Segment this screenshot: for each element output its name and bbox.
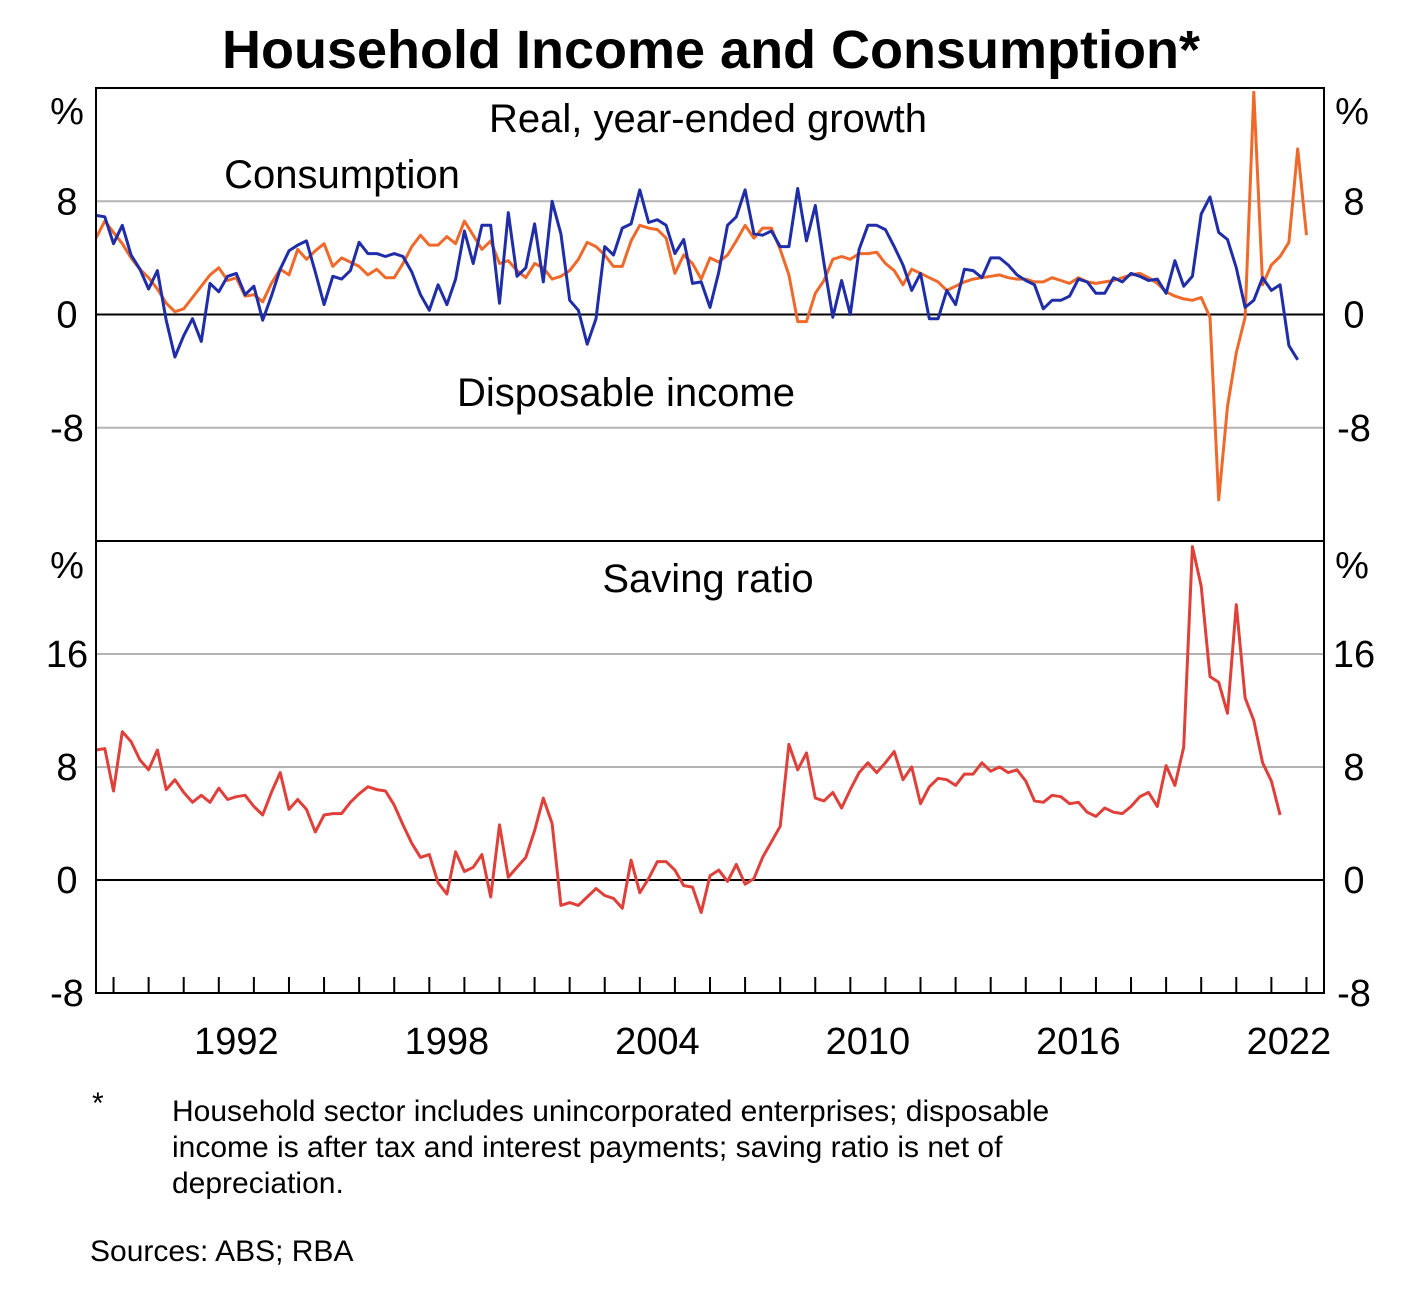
y-tick-label-right: 16 (1333, 634, 1375, 676)
growth-panel-title: Real, year-ended growth (489, 97, 927, 141)
y-tick-label-left: 16 (46, 634, 88, 676)
y-tick-label-left: -8 (50, 973, 84, 1015)
growth-right-unit: % (1335, 91, 1369, 133)
chart-title: Household Income and Consumption* (222, 20, 1200, 80)
y-tick-label-right: 0 (1343, 295, 1364, 337)
saving-y-tick-labels: -8 -8 0 0 8 8 16 16 (46, 634, 1375, 1015)
y-tick-label-left: 8 (56, 181, 77, 223)
x-tick-label: 2004 (615, 1021, 700, 1063)
disposable-income-line (95, 187, 1299, 361)
x-tick-label: 1998 (405, 1021, 490, 1063)
growth-y-tick-labels: -8 -8 0 0 8 8 (50, 181, 1371, 450)
footnote-line: income is after tax and interest payment… (172, 1131, 1003, 1164)
y-tick-label-right: 8 (1343, 747, 1364, 789)
y-tick-label-right: -8 (1337, 408, 1371, 450)
y-tick-label-right: 8 (1343, 181, 1364, 223)
x-tick-label: 2016 (1036, 1021, 1121, 1063)
sources-note: Sources: ABS; RBA (90, 1235, 354, 1268)
footnote-marker: * (92, 1087, 104, 1120)
y-tick-label-left: -8 (50, 408, 84, 450)
y-tick-label-right: 0 (1343, 860, 1364, 902)
footnote-line: depreciation. (172, 1167, 344, 1200)
growth-left-unit: % (50, 91, 84, 133)
saving-right-unit: % (1335, 545, 1369, 587)
x-tick-label: 1992 (194, 1021, 279, 1063)
growth-gridlines (96, 200, 1324, 429)
saving-panel-title: Saving ratio (602, 557, 813, 601)
x-tick-label: 2022 (1247, 1021, 1332, 1063)
growth-lines (94, 90, 1308, 502)
saving-panel: -8 -8 0 0 8 8 16 16 % % Saving ratio (46, 545, 1375, 1015)
growth-panel: -8 -8 0 0 8 8 % % Real, year-ended growth Con… (50, 90, 1371, 502)
consumption-line (94, 90, 1308, 502)
saving-ratio-line (95, 545, 1282, 914)
y-tick-label-left: 0 (56, 860, 77, 902)
x-tick-label: 2010 (826, 1021, 911, 1063)
x-axis: 1992 1998 2004 2010 2016 2022 (112, 977, 1332, 1063)
consumption-series-label: Consumption (224, 153, 460, 197)
saving-left-unit: % (50, 545, 84, 587)
y-tick-label-left: 0 (56, 295, 77, 337)
saving-gridlines (96, 653, 1324, 881)
footnote-line: Household sector includes unincorporated… (172, 1095, 1050, 1128)
disposable-income-series-label: Disposable income (457, 371, 795, 415)
footnote-text: Household sector includes unincorporated… (172, 1094, 1049, 1202)
y-tick-label-left: 8 (56, 747, 77, 789)
saving-lines (95, 545, 1282, 914)
y-tick-label-right: -8 (1337, 973, 1371, 1015)
